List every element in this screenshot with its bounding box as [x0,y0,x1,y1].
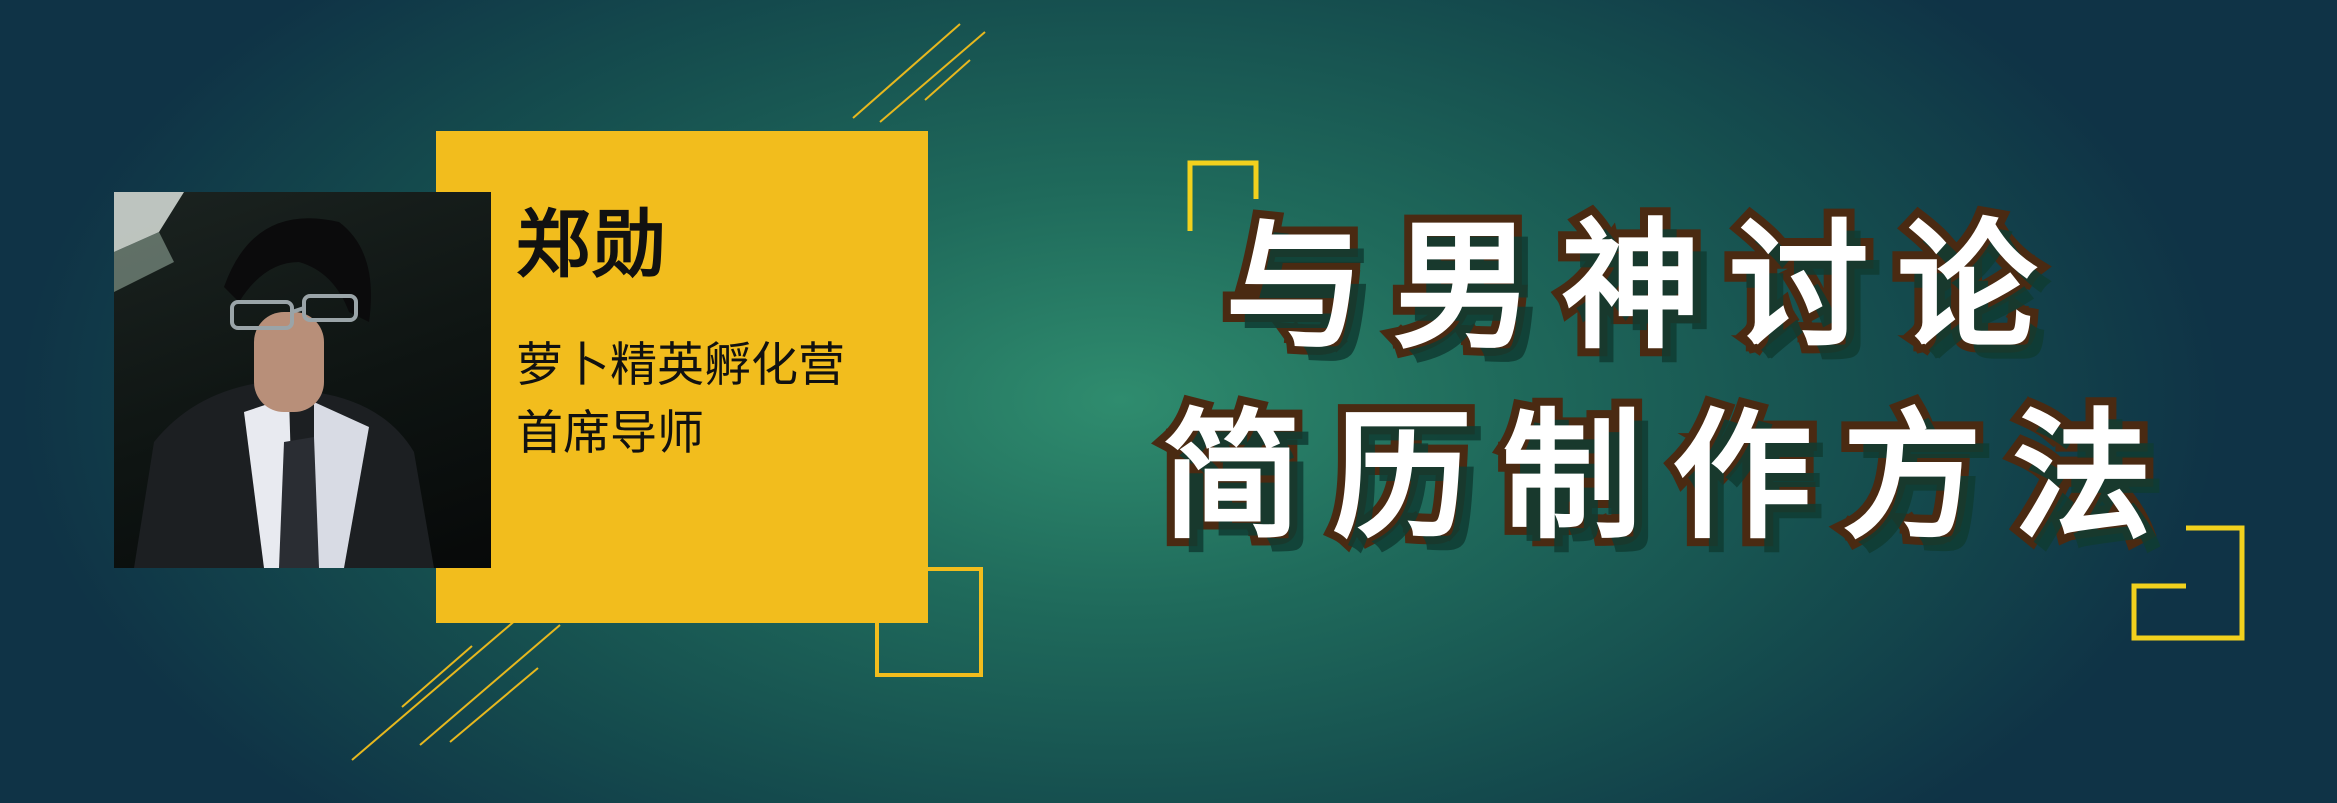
deco-line-bottom-4 [449,667,539,743]
speaker-subtitle: 萝卜精英孵化营 首席导师 [516,332,845,468]
deco-line-top-1 [852,23,961,119]
speaker-name: 郑勋 [516,202,668,288]
speaker-card [436,131,928,623]
title-bracket-bottom-right [2131,525,2245,641]
deco-line-bottom-2 [401,645,473,708]
headline-line-1: 与男神讨论 [1217,206,2066,369]
speaker-subtitle-line-1: 萝卜精英孵化营 [516,338,845,393]
deco-line-top-3 [924,59,971,101]
headline-line-2: 简历制作方法 [1154,396,2183,559]
speaker-subtitle-line-2: 首席导师 [516,406,704,461]
card-corner-frame [875,567,983,677]
deco-line-top-2 [879,31,986,123]
speaker-photo [114,192,491,568]
deco-line-bottom-3 [419,624,561,746]
portrait-illustration [114,192,434,568]
title-bracket-top-left [1187,160,1259,231]
